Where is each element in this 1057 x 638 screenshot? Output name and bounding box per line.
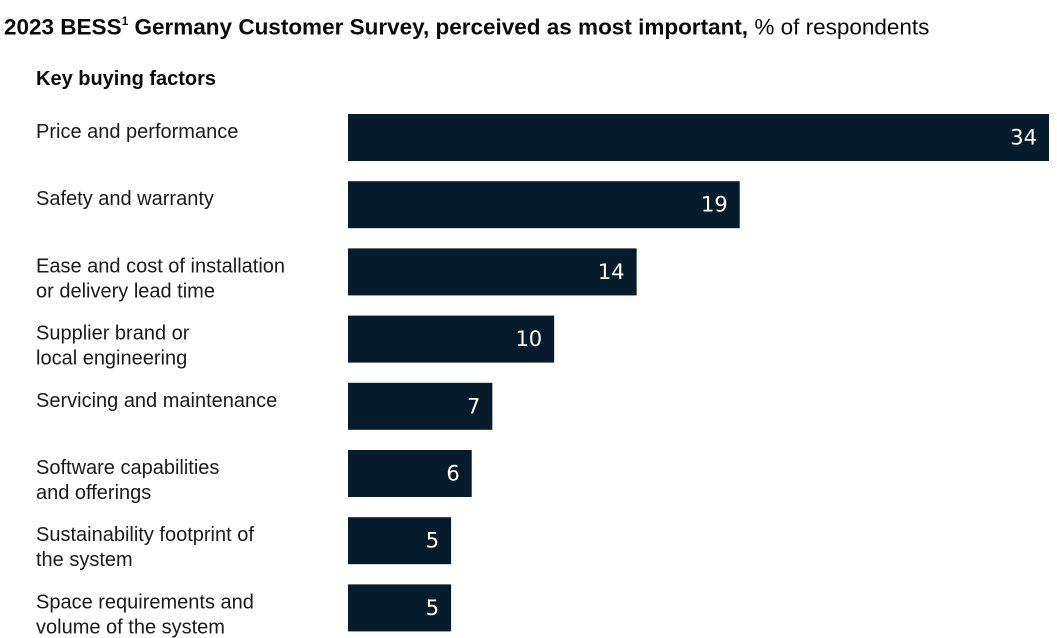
bar	[348, 181, 740, 229]
bar	[348, 248, 637, 296]
category-label: Software capabilities and offerings	[36, 457, 219, 504]
bar-value-label: 19	[701, 193, 728, 217]
bar	[348, 450, 472, 497]
bar	[348, 114, 1049, 161]
category-label: Price and performance	[36, 121, 238, 143]
bar-value-label: 5	[426, 529, 439, 553]
chart-title-lead: 2023 BESS	[4, 14, 122, 40]
chart-title-rest: Germany Customer Survey, perceived as mo…	[128, 14, 749, 40]
footnote-mark: 1	[121, 14, 129, 28]
category-label: Safety and warranty	[36, 188, 214, 210]
category-label: Space requirements and volume of the syst…	[36, 591, 254, 638]
bar-value-label: 7	[467, 394, 480, 418]
category-axis-heading: Key buying factors	[36, 68, 217, 90]
bar-value-label: 5	[426, 596, 439, 620]
chart-title: 2023 BESS1 Germany Customer Survey, perc…	[4, 8, 929, 42]
bar-value-label: 34	[1010, 126, 1037, 150]
bar-value-label: 6	[446, 462, 459, 486]
bar	[348, 517, 452, 565]
bar	[348, 382, 493, 430]
category-label: Servicing and maintenance	[36, 390, 277, 412]
chart-title-unit: % of respondents	[748, 14, 930, 40]
category-label: Sustainability footprint of the system	[36, 524, 254, 571]
category-label: Ease and cost of installation or delivery…	[36, 255, 285, 302]
bar	[348, 315, 555, 363]
bar-value-label: 14	[598, 260, 625, 284]
bar	[348, 584, 452, 632]
category-label: Supplier brand or local engineering	[36, 323, 190, 370]
bar-value-label: 10	[515, 327, 542, 351]
